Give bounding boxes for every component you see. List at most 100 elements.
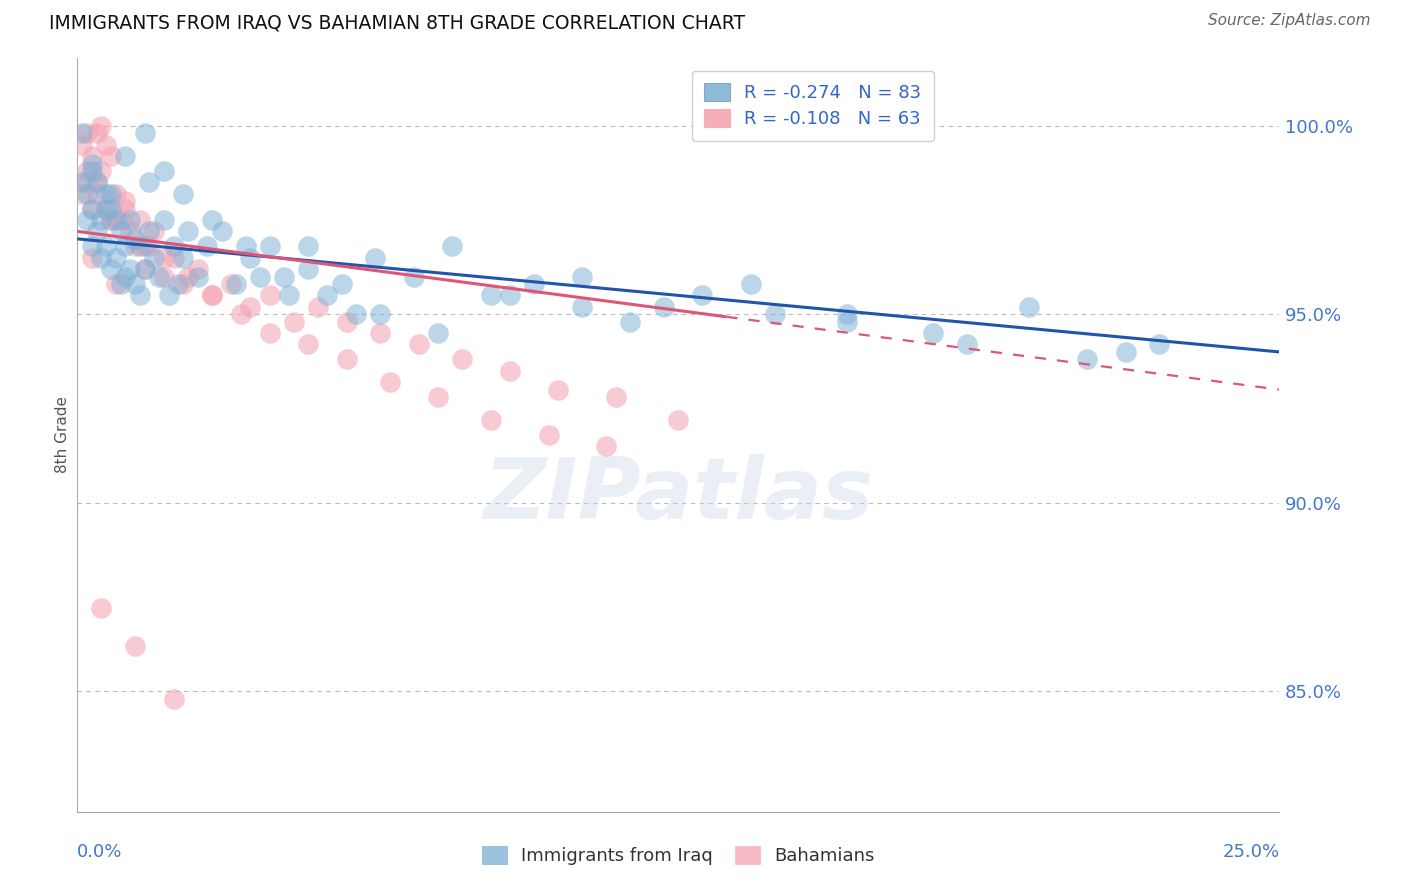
- Point: [100, 149, 122, 163]
- Point: [124, 232, 146, 246]
- Point: [124, 277, 146, 291]
- Point: [408, 337, 430, 351]
- Point: [668, 413, 690, 427]
- Point: [162, 691, 184, 706]
- Text: Source: ZipAtlas.com: Source: ZipAtlas.com: [1208, 13, 1371, 29]
- Point: [104, 186, 127, 201]
- Point: [86, 224, 108, 238]
- Point: [134, 262, 156, 277]
- Point: [499, 364, 522, 378]
- Point: [80, 239, 103, 253]
- Point: [134, 262, 156, 277]
- Text: IMMIGRANTS FROM IRAQ VS BAHAMIAN 8TH GRADE CORRELATION CHART: IMMIGRANTS FROM IRAQ VS BAHAMIAN 8TH GRA…: [49, 13, 745, 32]
- Point: [100, 213, 122, 227]
- Point: [835, 315, 858, 329]
- Point: [956, 337, 979, 351]
- Text: ZIPatlas: ZIPatlas: [484, 454, 873, 537]
- Point: [595, 439, 617, 453]
- Point: [100, 202, 122, 216]
- Point: [283, 315, 305, 329]
- Point: [138, 175, 160, 189]
- Point: [86, 175, 108, 189]
- Point: [134, 239, 156, 253]
- Point: [922, 326, 945, 340]
- Point: [277, 288, 299, 302]
- Point: [172, 277, 194, 291]
- Point: [162, 239, 184, 253]
- Point: [96, 186, 118, 201]
- Point: [104, 251, 127, 265]
- Point: [499, 288, 522, 302]
- Point: [336, 315, 359, 329]
- Point: [378, 375, 401, 389]
- Point: [76, 175, 98, 189]
- Point: [605, 390, 627, 404]
- Point: [153, 251, 176, 265]
- Point: [307, 300, 329, 314]
- Point: [96, 202, 118, 216]
- Point: [523, 277, 546, 291]
- Point: [652, 300, 675, 314]
- Point: [427, 326, 450, 340]
- Point: [229, 307, 252, 321]
- Point: [70, 126, 93, 140]
- Point: [96, 239, 118, 253]
- Point: [120, 224, 142, 238]
- Point: [86, 186, 108, 201]
- Point: [692, 288, 714, 302]
- Point: [114, 202, 136, 216]
- Point: [114, 194, 136, 209]
- Point: [104, 277, 127, 291]
- Point: [249, 269, 271, 284]
- Point: [571, 300, 593, 314]
- Point: [80, 202, 103, 216]
- Point: [90, 119, 112, 133]
- Point: [441, 239, 464, 253]
- Point: [70, 175, 93, 189]
- Point: [451, 352, 474, 367]
- Point: [201, 288, 224, 302]
- Point: [70, 186, 93, 201]
- Point: [1115, 345, 1137, 359]
- Point: [211, 224, 233, 238]
- Point: [219, 277, 242, 291]
- Point: [172, 251, 194, 265]
- Point: [297, 337, 319, 351]
- Text: 0.0%: 0.0%: [77, 843, 122, 861]
- Point: [157, 288, 180, 302]
- Point: [172, 186, 194, 201]
- Point: [86, 126, 108, 140]
- Point: [259, 326, 281, 340]
- Point: [90, 164, 112, 178]
- Point: [134, 126, 156, 140]
- Point: [143, 224, 166, 238]
- Point: [100, 262, 122, 277]
- Point: [1018, 300, 1040, 314]
- Point: [619, 315, 641, 329]
- Point: [297, 262, 319, 277]
- Point: [96, 202, 118, 216]
- Point: [80, 149, 103, 163]
- Point: [128, 288, 150, 302]
- Point: [167, 277, 190, 291]
- Point: [187, 269, 209, 284]
- Point: [76, 126, 98, 140]
- Point: [80, 164, 103, 178]
- Point: [120, 213, 142, 227]
- Point: [138, 239, 160, 253]
- Point: [100, 186, 122, 201]
- Point: [344, 307, 367, 321]
- Point: [259, 288, 281, 302]
- Point: [96, 137, 118, 152]
- Point: [336, 352, 359, 367]
- Point: [86, 175, 108, 189]
- Point: [740, 277, 762, 291]
- Point: [76, 164, 98, 178]
- Point: [330, 277, 353, 291]
- Text: 25.0%: 25.0%: [1222, 843, 1279, 861]
- Point: [80, 156, 103, 170]
- Point: [402, 269, 425, 284]
- Point: [153, 164, 176, 178]
- Point: [195, 239, 218, 253]
- Point: [104, 213, 127, 227]
